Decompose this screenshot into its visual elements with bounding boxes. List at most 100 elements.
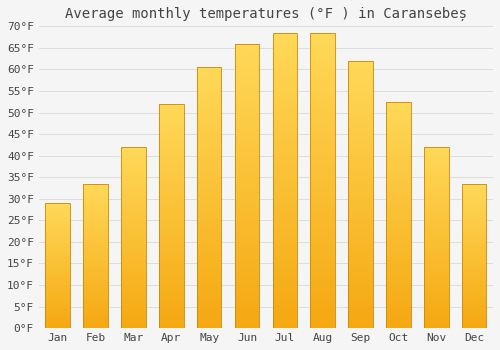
- Bar: [84, 218, 108, 221]
- Bar: [46, 228, 70, 231]
- Bar: [386, 129, 410, 133]
- Bar: [197, 297, 222, 302]
- Bar: [386, 260, 410, 265]
- Bar: [46, 251, 70, 253]
- Bar: [424, 212, 448, 216]
- Bar: [462, 198, 486, 201]
- Bar: [272, 263, 297, 269]
- Bar: [348, 259, 373, 264]
- Bar: [159, 288, 184, 292]
- Bar: [234, 43, 260, 328]
- Bar: [159, 158, 184, 162]
- Bar: [159, 310, 184, 315]
- Bar: [234, 317, 260, 322]
- Bar: [348, 243, 373, 248]
- Bar: [121, 278, 146, 281]
- Bar: [234, 146, 260, 152]
- Bar: [159, 198, 184, 203]
- Bar: [159, 211, 184, 216]
- Bar: [424, 256, 448, 259]
- Bar: [386, 206, 410, 210]
- Bar: [234, 266, 260, 271]
- Bar: [272, 192, 297, 198]
- Bar: [386, 215, 410, 219]
- Bar: [84, 259, 108, 262]
- Bar: [234, 294, 260, 300]
- Bar: [348, 120, 373, 125]
- Bar: [234, 140, 260, 146]
- Bar: [46, 231, 70, 233]
- Bar: [462, 184, 486, 187]
- Bar: [348, 221, 373, 226]
- Bar: [234, 78, 260, 83]
- Bar: [121, 165, 146, 169]
- Bar: [424, 238, 448, 241]
- Bar: [84, 241, 108, 244]
- Bar: [234, 209, 260, 214]
- Bar: [84, 294, 108, 296]
- Bar: [159, 144, 184, 149]
- Bar: [84, 221, 108, 224]
- Bar: [121, 303, 146, 307]
- Bar: [462, 314, 486, 317]
- Bar: [348, 312, 373, 317]
- Bar: [46, 205, 70, 208]
- Bar: [462, 193, 486, 195]
- Bar: [234, 158, 260, 163]
- Bar: [424, 219, 448, 223]
- Bar: [272, 104, 297, 110]
- Bar: [197, 125, 222, 130]
- Bar: [197, 182, 222, 187]
- Bar: [159, 257, 184, 261]
- Bar: [121, 274, 146, 278]
- Bar: [310, 304, 335, 310]
- Bar: [424, 274, 448, 278]
- Bar: [462, 212, 486, 216]
- Bar: [84, 290, 108, 294]
- Bar: [46, 248, 70, 251]
- Bar: [310, 38, 335, 44]
- Bar: [159, 194, 184, 198]
- Bar: [46, 238, 70, 241]
- Bar: [46, 311, 70, 313]
- Bar: [234, 43, 260, 49]
- Bar: [462, 267, 486, 271]
- Bar: [272, 216, 297, 222]
- Bar: [46, 258, 70, 261]
- Bar: [46, 263, 70, 266]
- Bar: [84, 212, 108, 216]
- Bar: [84, 201, 108, 204]
- Bar: [46, 290, 70, 293]
- Bar: [197, 198, 222, 203]
- Bar: [272, 92, 297, 98]
- Bar: [46, 293, 70, 296]
- Bar: [84, 187, 108, 189]
- Bar: [159, 297, 184, 301]
- Bar: [272, 62, 297, 68]
- Bar: [348, 237, 373, 243]
- Bar: [84, 282, 108, 285]
- Bar: [84, 193, 108, 195]
- Bar: [386, 183, 410, 188]
- Bar: [424, 259, 448, 263]
- Bar: [84, 244, 108, 247]
- Bar: [234, 237, 260, 243]
- Bar: [234, 123, 260, 129]
- Bar: [84, 276, 108, 279]
- Bar: [310, 239, 335, 245]
- Bar: [46, 203, 70, 205]
- Bar: [348, 189, 373, 195]
- Bar: [272, 139, 297, 145]
- Bar: [234, 277, 260, 283]
- Bar: [310, 133, 335, 139]
- Bar: [386, 238, 410, 242]
- Bar: [310, 181, 335, 187]
- Bar: [46, 256, 70, 258]
- Bar: [348, 248, 373, 253]
- Bar: [197, 286, 222, 292]
- Bar: [310, 222, 335, 228]
- Bar: [84, 265, 108, 267]
- Bar: [348, 141, 373, 146]
- Bar: [272, 275, 297, 281]
- Bar: [348, 61, 373, 328]
